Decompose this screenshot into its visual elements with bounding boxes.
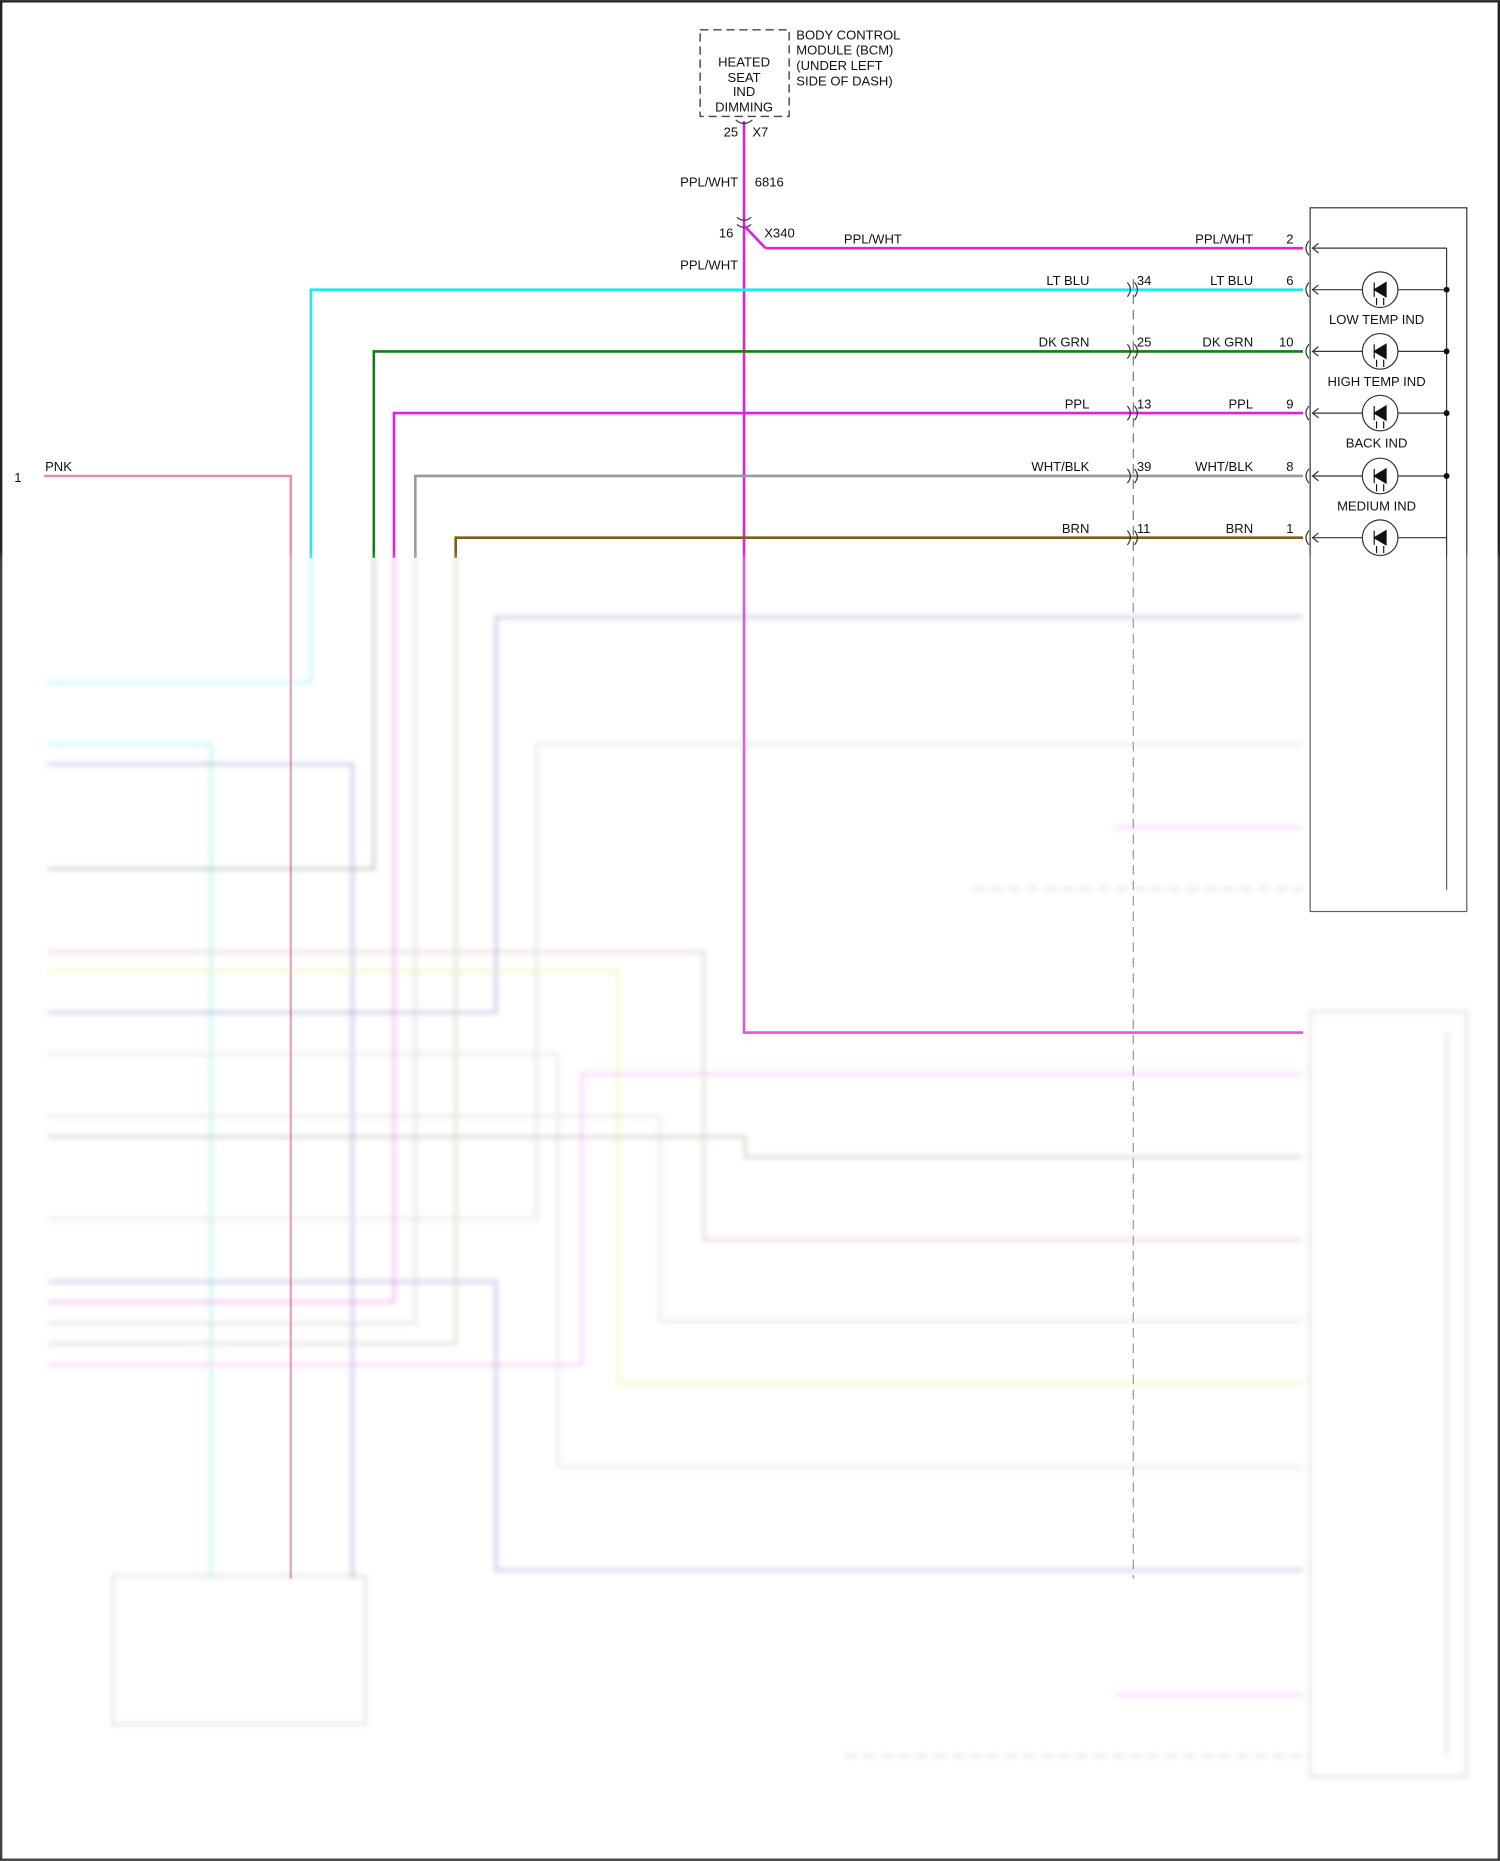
wire-right-label: PPL — [1228, 396, 1253, 411]
junction-dot — [1443, 348, 1450, 355]
inline-pin: 39 — [1137, 459, 1152, 474]
inline-pin: 34 — [1137, 273, 1152, 288]
led-label: LOW TEMP IND — [1329, 312, 1424, 327]
junction-dot — [1443, 286, 1450, 293]
blurred-wire — [47, 555, 313, 684]
led-symbol-icon — [1373, 467, 1387, 492]
wire-line — [309, 288, 1304, 558]
wire-line — [392, 411, 1304, 558]
blurred-wire — [47, 1280, 1304, 1572]
led-symbol-icon — [1373, 281, 1387, 306]
wire-right-label: LT BLU — [1210, 273, 1253, 288]
wire-line — [372, 350, 1304, 558]
switch-pin: 10 — [1279, 335, 1294, 350]
blurred-module-box — [112, 1575, 367, 1726]
blurred-module-box — [1309, 1010, 1468, 1778]
inline-connector-icon — [1126, 468, 1139, 484]
pnk-label: PNK — [45, 459, 72, 474]
inline-pin: 25 — [1137, 335, 1152, 350]
blurred-wire — [47, 743, 1304, 1221]
connector-x7-icon — [735, 119, 753, 125]
blurred-wire — [47, 763, 354, 1579]
bcm-connector: X7 — [752, 125, 768, 140]
junction-dot — [1443, 473, 1450, 479]
bcm-dashed-box — [699, 29, 790, 118]
led-label: BACK IND — [1346, 436, 1408, 451]
bcm-box-line: IND — [733, 84, 755, 99]
wire-left-label: LT BLU — [1046, 273, 1089, 288]
wire-group: PPL/WHT PPL/WHT 2 LT BLU 34 LT BLU 6 LOW TEMP I… — [309, 231, 1450, 558]
wire-right-label: DK GRN — [1202, 335, 1253, 350]
trunk-color-label: PPL/WHT — [680, 174, 738, 189]
wire-left-label: BRN — [1062, 521, 1090, 536]
bcm-title-line: MODULE (BCM) — [796, 43, 893, 58]
wire-right-label: WHT/BLK — [1195, 459, 1253, 474]
wire-right-label: PPL/WHT — [1195, 231, 1253, 246]
led-label: MEDIUM IND — [1337, 498, 1416, 513]
inline-pin: 11 — [1137, 521, 1151, 536]
wire-line — [414, 474, 1304, 558]
blurred-wire — [47, 555, 396, 1304]
switch-pin: 1 — [1286, 521, 1293, 536]
splice-pin: 16 — [719, 225, 734, 240]
bcm-title-line: SIDE OF DASH) — [796, 74, 892, 89]
blurred-wire — [1115, 826, 1304, 1696]
blurred-wire — [47, 1052, 1304, 1469]
inline-connector-icon — [1126, 282, 1139, 298]
bcm-box-line: SEAT — [728, 70, 761, 85]
blur-overlay — [0, 555, 1500, 1861]
wire-left-label: PPL/WHT — [844, 231, 902, 246]
switch-pin: 6 — [1286, 273, 1293, 288]
bcm-module: HEATED SEAT IND DIMMING BODY CONTROL MOD… — [699, 27, 900, 140]
pnk-pin: 1 — [14, 470, 21, 485]
blurred-wire — [47, 1072, 1304, 1367]
splice-connector: X340 — [764, 225, 794, 240]
bcm-pin: 25 — [724, 125, 739, 140]
blurred-wire — [47, 555, 457, 1345]
bcm-box-line: HEATED — [718, 55, 770, 70]
inline-connector-icon — [1126, 343, 1139, 359]
wire-left-label: DK GRN — [1039, 335, 1090, 350]
trunk-branch — [743, 224, 767, 250]
led-symbol-icon — [1373, 529, 1387, 554]
led-label: HIGH TEMP IND — [1328, 374, 1426, 389]
blurred-wire — [47, 969, 1304, 1386]
blurred-wire — [844, 887, 1304, 1758]
inline-pin: 13 — [1137, 396, 1152, 411]
wire-line — [454, 536, 1304, 558]
wire-right-label: BRN — [1226, 521, 1254, 536]
blurred-wire — [47, 1115, 1304, 1323]
blurred-wire — [47, 950, 1304, 1242]
inline-connector-icon — [1126, 530, 1139, 546]
blurred-wire — [47, 555, 417, 1325]
wire-left-label: PPL — [1065, 396, 1090, 411]
blurred-wire — [47, 616, 1304, 1014]
junction-dot — [1443, 410, 1450, 417]
switch-pin: 2 — [1286, 231, 1293, 246]
wire-left-label: WHT/BLK — [1031, 459, 1089, 474]
blurred-wire — [47, 1135, 1304, 1159]
bcm-box-line: DIMMING — [715, 100, 773, 115]
led-symbol-icon — [1373, 404, 1387, 429]
blurred-wire — [47, 555, 376, 870]
trunk-lower-label: PPL/WHT — [680, 258, 738, 273]
inline-connector-icon — [1126, 405, 1139, 421]
blurred-wire — [47, 743, 213, 1579]
bcm-title-line: (UNDER LEFT — [796, 58, 882, 73]
bcm-title-line: BODY CONTROL — [796, 27, 900, 42]
trunk-circuit: 6816 — [755, 174, 784, 189]
blurred-lower-diagram — [0, 555, 1500, 1861]
switch-pin: 9 — [1286, 396, 1293, 411]
led-symbol-icon — [1373, 343, 1387, 367]
switch-pin: 8 — [1286, 459, 1293, 474]
